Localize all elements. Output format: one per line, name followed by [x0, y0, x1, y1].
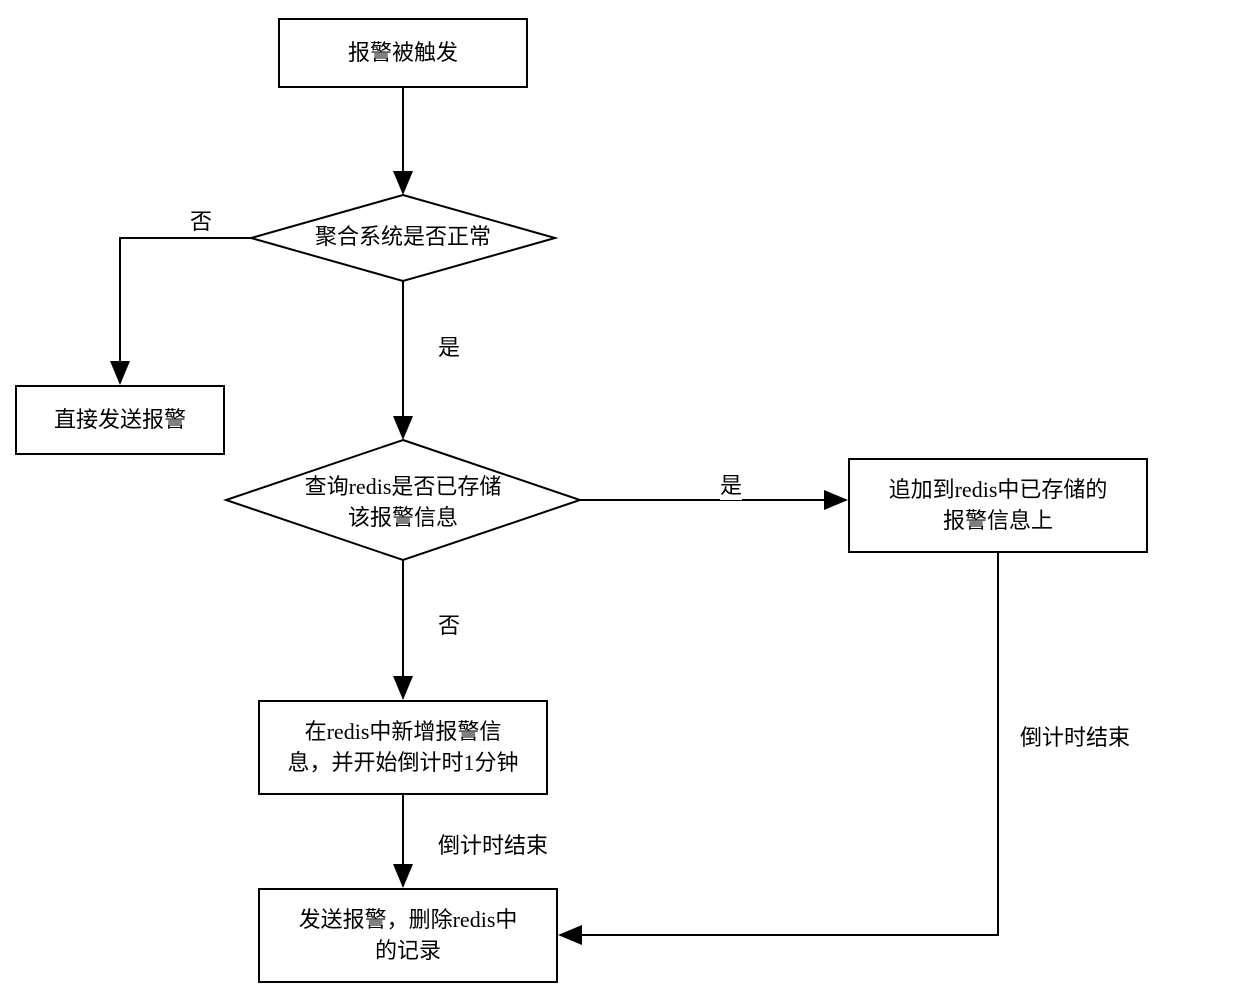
label-no1: 否	[190, 204, 212, 236]
node-send-alarm-text1: 发送报警，删除redis中	[299, 905, 518, 936]
label-countdown2: 倒计时结束	[1020, 720, 1130, 752]
node-add-new-text2: 息，并开始倒计时1分钟	[287, 748, 518, 779]
node-decision2-text2: 该报警信息	[260, 503, 546, 534]
label-yes2: 是	[720, 468, 742, 500]
node-add-new-text1: 在redis中新增报警信	[287, 717, 518, 748]
node-send-direct-text: 直接发送报警	[54, 405, 186, 436]
node-decision2-text1: 查询redis是否已存储	[260, 472, 546, 503]
node-start: 报警被触发	[278, 18, 528, 88]
label-no2: 否	[438, 608, 460, 640]
node-send-alarm-text2: 的记录	[299, 936, 518, 967]
node-decision1-text: 聚合系统是否正常	[315, 224, 491, 249]
node-append-text1: 追加到redis中已存储的	[889, 475, 1108, 506]
node-send-direct: 直接发送报警	[15, 385, 225, 455]
label-countdown1: 倒计时结束	[438, 828, 548, 860]
node-add-new: 在redis中新增报警信 息，并开始倒计时1分钟	[258, 700, 548, 795]
node-send-alarm: 发送报警，删除redis中 的记录	[258, 888, 558, 983]
node-start-text: 报警被触发	[348, 38, 458, 69]
node-decision2: 查询redis是否已存储 该报警信息	[260, 472, 546, 534]
node-decision1: 聚合系统是否正常	[251, 222, 555, 253]
node-append-text2: 报警信息上	[889, 506, 1108, 537]
label-yes1: 是	[438, 330, 460, 362]
node-append: 追加到redis中已存储的 报警信息上	[848, 458, 1148, 553]
